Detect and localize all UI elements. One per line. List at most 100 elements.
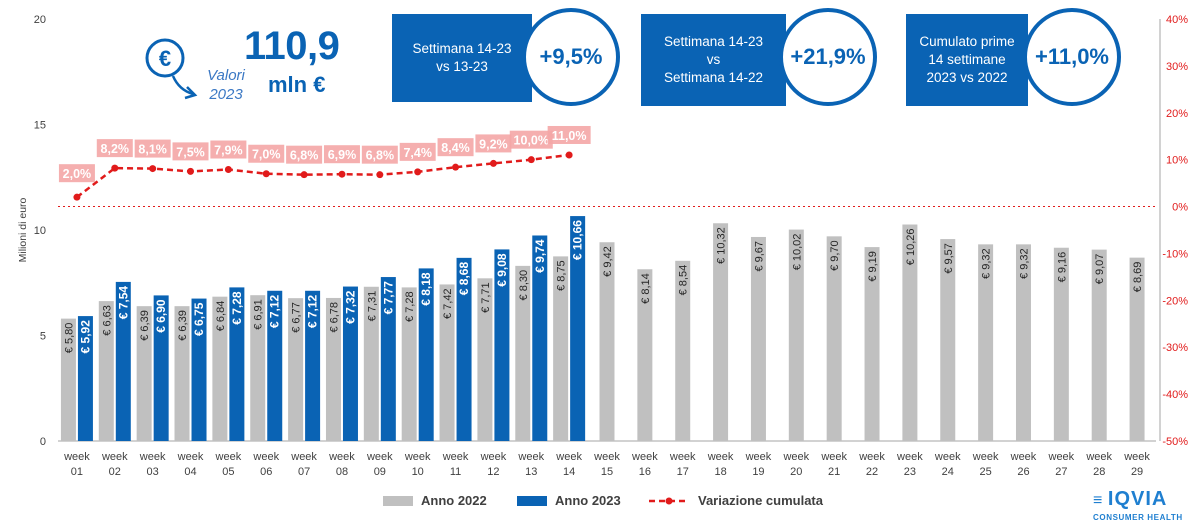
x-tick-prefix: week bbox=[858, 451, 885, 463]
variation-label: 2,0% bbox=[63, 167, 92, 181]
y-tick-label: 10 bbox=[34, 225, 46, 237]
bar-2022 bbox=[675, 260, 691, 441]
data-label: € 5,80 bbox=[63, 323, 75, 354]
kpi-circle-cumulative: +11,0% bbox=[1023, 8, 1121, 106]
data-label: € 10,26 bbox=[905, 229, 917, 266]
data-label: € 6,39 bbox=[139, 310, 151, 341]
data-label: € 6,84 bbox=[215, 301, 227, 332]
logo-mark-icon: ≡ bbox=[1093, 492, 1102, 509]
variation-point bbox=[565, 151, 573, 159]
bar-2022 bbox=[515, 265, 531, 441]
bar-2022 bbox=[98, 301, 114, 441]
variation-point bbox=[111, 164, 119, 172]
data-label: € 6,78 bbox=[328, 302, 340, 333]
x-tick-prefix: week bbox=[896, 451, 923, 463]
kpi-value: +9,5% bbox=[539, 44, 603, 69]
x-tick-prefix: week bbox=[328, 451, 355, 463]
x-tick-label: 20 bbox=[790, 466, 802, 478]
variation-point bbox=[73, 193, 81, 201]
bar-2022 bbox=[1015, 244, 1031, 441]
y-tick-label: 20 bbox=[34, 14, 46, 26]
bar-2023 bbox=[494, 249, 510, 441]
variation-label: 6,9% bbox=[328, 148, 357, 162]
variation-label-bg bbox=[475, 134, 512, 153]
x-tick-label: 28 bbox=[1093, 466, 1105, 478]
kpi-circle-week-vs-prev: +9,5% bbox=[522, 8, 620, 106]
x-tick-prefix: week bbox=[442, 451, 469, 463]
variation-label-bg bbox=[509, 130, 553, 149]
kpi-box-week-vs-prev: Settimana 14-23 vs 13-23 bbox=[392, 14, 532, 102]
data-label: € 6,39 bbox=[177, 310, 189, 341]
data-label: € 7,12 bbox=[306, 294, 320, 328]
bar-2022 bbox=[1091, 249, 1107, 441]
variation-label: 8,4% bbox=[441, 141, 470, 155]
x-tick-label: 01 bbox=[71, 466, 83, 478]
y-axis-label: Milioni di euro bbox=[17, 197, 29, 262]
variation-point bbox=[224, 166, 232, 174]
y-tick-label: 0 bbox=[40, 436, 46, 448]
variation-label-bg bbox=[96, 139, 133, 158]
x-tick-prefix: week bbox=[1085, 451, 1112, 463]
bar-2022 bbox=[713, 223, 729, 441]
data-label: € 7,71 bbox=[480, 282, 492, 313]
y2-tick-label: 20% bbox=[1166, 108, 1188, 120]
x-tick-label: 07 bbox=[298, 466, 310, 478]
data-label: € 8,18 bbox=[419, 272, 433, 306]
data-label: € 9,32 bbox=[1018, 248, 1030, 279]
x-tick-label: 11 bbox=[450, 466, 461, 478]
variation-label-bg bbox=[134, 139, 171, 158]
variation-label: 8,1% bbox=[138, 143, 167, 157]
variation-label-bg bbox=[437, 138, 474, 157]
data-label: € 8,14 bbox=[640, 273, 652, 304]
bar-2022 bbox=[363, 286, 379, 441]
bar-2022 bbox=[750, 236, 766, 441]
x-tick-prefix: week bbox=[139, 451, 166, 463]
x-tick-prefix: week bbox=[782, 451, 809, 463]
variation-point bbox=[300, 171, 308, 179]
data-label: € 8,68 bbox=[457, 262, 471, 296]
legend-variation: Variazione cumulata bbox=[648, 493, 823, 508]
x-tick-prefix: week bbox=[404, 451, 431, 463]
variation-label-bg bbox=[210, 140, 247, 159]
variation-label: 6,8% bbox=[366, 149, 395, 163]
x-tick-prefix: week bbox=[517, 451, 544, 463]
x-tick-prefix: week bbox=[555, 451, 582, 463]
bar-2023 bbox=[191, 298, 207, 441]
bar-2022 bbox=[637, 269, 653, 441]
bar-2022 bbox=[60, 318, 76, 441]
legend-2023: Anno 2023 bbox=[517, 493, 621, 508]
variation-point bbox=[262, 170, 270, 178]
bar-2023 bbox=[570, 216, 586, 441]
data-label: € 6,63 bbox=[101, 305, 113, 336]
x-tick-prefix: week bbox=[669, 451, 696, 463]
variation-label: 10,0% bbox=[514, 134, 549, 148]
variation-label-bg bbox=[248, 144, 285, 163]
x-tick-prefix: week bbox=[631, 451, 658, 463]
x-tick-label: 15 bbox=[601, 466, 613, 478]
bar-2023 bbox=[532, 235, 548, 441]
x-tick-label: 04 bbox=[184, 466, 196, 478]
data-label: € 8,54 bbox=[678, 265, 690, 296]
x-tick-label: 24 bbox=[942, 466, 954, 478]
x-tick-label: 26 bbox=[1017, 466, 1029, 478]
data-label: € 10,66 bbox=[571, 220, 585, 260]
kpi-circle-week-vs-lastyear: +21,9% bbox=[779, 8, 877, 106]
data-label: € 9,74 bbox=[533, 239, 547, 273]
data-label: € 7,31 bbox=[366, 291, 378, 322]
x-tick-prefix: week bbox=[934, 451, 961, 463]
bar-2023 bbox=[380, 277, 396, 441]
variation-point bbox=[338, 170, 346, 178]
y2-tick-label: -30% bbox=[1162, 342, 1188, 354]
x-tick-label: 03 bbox=[147, 466, 159, 478]
variation-label: 7,0% bbox=[252, 148, 281, 162]
variation-label-bg bbox=[58, 164, 95, 183]
bar-2022 bbox=[553, 256, 569, 441]
y2-tick-label: 10% bbox=[1166, 155, 1188, 167]
bar-2022 bbox=[902, 224, 918, 441]
bar-2023 bbox=[153, 295, 169, 441]
bar-2022 bbox=[212, 296, 228, 441]
bar-2022 bbox=[439, 284, 455, 441]
bar-2023 bbox=[305, 290, 321, 441]
variation-point bbox=[489, 159, 497, 167]
bar-2022 bbox=[136, 306, 152, 441]
